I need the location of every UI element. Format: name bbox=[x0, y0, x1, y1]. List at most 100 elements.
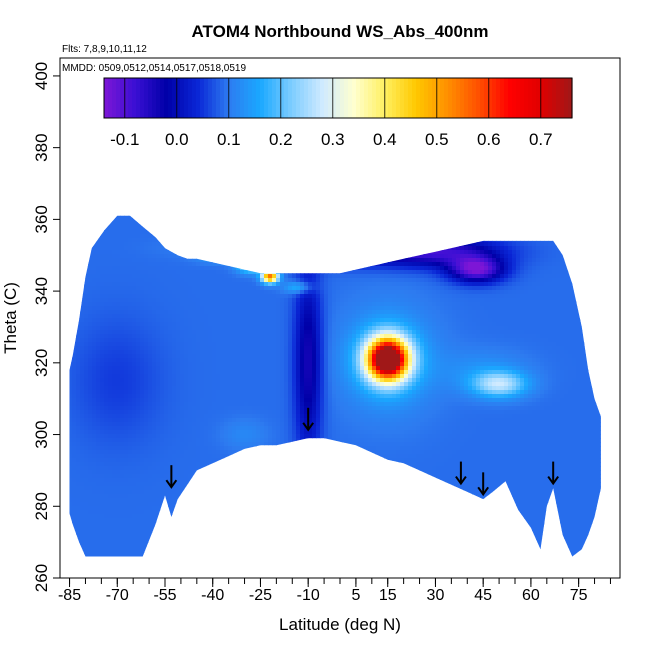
colorbar-swatch bbox=[404, 78, 409, 118]
colorbar-swatch bbox=[136, 78, 141, 118]
colorbar-swatch bbox=[164, 78, 169, 118]
colorbar-swatch bbox=[332, 78, 337, 118]
x-tick-label: 60 bbox=[522, 587, 540, 604]
colorbar-swatch bbox=[108, 78, 113, 118]
colorbar-swatch bbox=[380, 78, 385, 118]
colorbar-tick-label: 0.5 bbox=[425, 130, 449, 149]
colorbar-swatch bbox=[160, 78, 165, 118]
colorbar-swatch bbox=[188, 78, 193, 118]
colorbar-swatch bbox=[232, 78, 237, 118]
colorbar-swatch bbox=[300, 78, 305, 118]
colorbar-swatch bbox=[448, 78, 453, 118]
colorbar-swatch bbox=[252, 78, 257, 118]
colorbar-swatch bbox=[112, 78, 117, 118]
arrow-head bbox=[302, 422, 314, 432]
colorbar-swatch bbox=[536, 78, 541, 118]
flights-annotation: Flts: 7,8,9,10,11,12 bbox=[62, 44, 147, 55]
colorbar-swatch bbox=[196, 78, 201, 118]
colorbar-swatch bbox=[288, 78, 293, 118]
colorbar-swatch bbox=[168, 78, 173, 118]
colorbar-swatch bbox=[260, 78, 265, 118]
colorbar-tick-label: 0.7 bbox=[529, 130, 553, 149]
colorbar-swatch bbox=[316, 78, 321, 118]
colorbar-swatch bbox=[152, 78, 157, 118]
y-tick-label: 260 bbox=[32, 564, 51, 592]
colorbar-swatch bbox=[512, 78, 517, 118]
colorbar-swatch bbox=[444, 78, 449, 118]
x-tick-label: 15 bbox=[379, 587, 397, 604]
colorbar-swatch bbox=[280, 78, 285, 118]
colorbar-swatch bbox=[356, 78, 361, 118]
y-tick-label: 300 bbox=[32, 420, 51, 448]
colorbar-swatch bbox=[436, 78, 441, 118]
colorbar-swatch bbox=[236, 78, 241, 118]
colorbar-tick-label: 0.1 bbox=[217, 130, 241, 149]
dates-annotation: MMDD: 0509,0512,0514,0517,0518,0519 bbox=[62, 63, 246, 74]
colorbar-swatch bbox=[284, 78, 289, 118]
x-axis-label: Latitude (deg N) bbox=[279, 615, 401, 634]
y-tick-label: 340 bbox=[32, 277, 51, 305]
colorbar-swatch bbox=[308, 78, 313, 118]
arrow-marker bbox=[302, 407, 314, 432]
colorbar-frame bbox=[103, 77, 573, 119]
arrow-marker bbox=[165, 465, 178, 489]
colorbar-swatch bbox=[392, 78, 397, 118]
colorbar-swatch bbox=[248, 78, 253, 118]
y-tick-label: 400 bbox=[32, 62, 51, 90]
colorbar-swatch bbox=[292, 78, 297, 118]
y-tick-label: 320 bbox=[32, 349, 51, 377]
colorbar-swatch bbox=[148, 78, 153, 118]
colorbar-swatch bbox=[200, 78, 205, 118]
colorbar-swatch bbox=[416, 78, 421, 118]
colorbar-swatch bbox=[312, 78, 317, 118]
colorbar-swatch bbox=[464, 78, 469, 118]
colorbar-swatch bbox=[500, 78, 505, 118]
x-tick-label: -25 bbox=[249, 587, 272, 604]
colorbar-swatch bbox=[304, 78, 309, 118]
colorbar-swatch bbox=[124, 78, 129, 118]
x-tick-label: -70 bbox=[106, 587, 129, 604]
colorbar-swatch bbox=[472, 78, 477, 118]
colorbar-swatch bbox=[476, 78, 481, 118]
colorbar-swatch bbox=[568, 78, 573, 118]
y-tick-label: 360 bbox=[32, 205, 51, 233]
colorbar-swatch bbox=[224, 78, 229, 118]
colorbar-swatch bbox=[556, 78, 561, 118]
colorbar-swatch bbox=[264, 78, 269, 118]
colorbar-swatch bbox=[240, 78, 245, 118]
arrow-head bbox=[165, 479, 178, 489]
colorbar-swatch bbox=[336, 78, 341, 118]
x-tick-label: -40 bbox=[201, 587, 224, 604]
colorbar-swatch bbox=[368, 78, 373, 118]
colorbar-swatch bbox=[552, 78, 557, 118]
colorbar-swatch bbox=[452, 78, 457, 118]
colorbar-tick-label: 0.2 bbox=[269, 130, 293, 149]
y-axis-label: Theta (C) bbox=[1, 282, 20, 354]
colorbar-swatch bbox=[456, 78, 461, 118]
colorbar-swatch bbox=[376, 78, 381, 118]
colorbar: -0.1 0.0 0.1 0.2 0.3 0.4 0.5 0.6 0.7 bbox=[103, 77, 573, 149]
colorbar-swatch bbox=[420, 78, 425, 118]
x-tick-label: 75 bbox=[570, 587, 588, 604]
colorbar-swatch bbox=[268, 78, 273, 118]
colorbar-swatch bbox=[340, 78, 345, 118]
colorbar-swatch bbox=[120, 78, 125, 118]
colorbar-swatch bbox=[484, 78, 489, 118]
x-tick-label: 45 bbox=[474, 587, 492, 604]
x-axis: -85 -70 -55 -40 -25 -10 5 15 30 45 60 75 bbox=[58, 578, 611, 604]
colorbar-swatch bbox=[320, 78, 325, 118]
x-tick-label: 5 bbox=[351, 587, 360, 604]
colorbar-swatch bbox=[516, 78, 521, 118]
arrow-marker bbox=[455, 461, 467, 486]
colorbar-swatch bbox=[564, 78, 569, 118]
arrow-markers bbox=[165, 407, 559, 497]
colorbar-swatch bbox=[256, 78, 261, 118]
colorbar-swatch bbox=[544, 78, 549, 118]
colorbar-swatch bbox=[212, 78, 217, 118]
colorbar-swatch bbox=[460, 78, 465, 118]
arrow-marker bbox=[477, 472, 489, 497]
colorbar-swatch bbox=[132, 78, 137, 118]
colorbar-swatch bbox=[360, 78, 365, 118]
colorbar-swatch bbox=[228, 78, 233, 118]
